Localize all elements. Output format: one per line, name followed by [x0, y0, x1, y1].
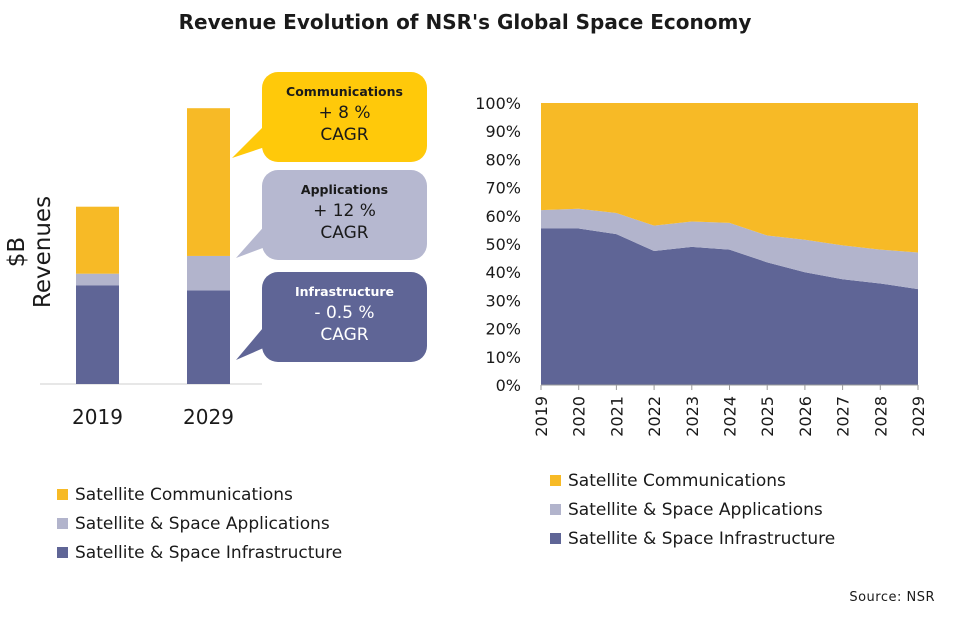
area-series	[541, 208, 918, 290]
bar-segment	[76, 273, 119, 286]
legend-swatch	[57, 547, 68, 558]
bar-segment	[76, 285, 119, 384]
legend-label: Satellite & Space Infrastructure	[75, 542, 343, 563]
bar-chart-legend: Satellite Communications Satellite & Spa…	[57, 480, 342, 567]
area-x-tick-label: 2028	[871, 396, 890, 437]
area-x-tick-label: 2020	[570, 396, 589, 437]
callout-growth: + 8 %	[318, 103, 371, 123]
callout-cagr: CAGR	[320, 223, 369, 243]
area-x-tick-label: 2025	[758, 396, 777, 437]
area-series	[541, 228, 918, 385]
callout-title: Infrastructure	[295, 284, 394, 299]
callout-cagr: CAGR	[320, 325, 369, 345]
legend-label: Satellite & Space Infrastructure	[568, 528, 836, 549]
bar-segment	[76, 206, 119, 274]
area-y-tick-label: 60%	[485, 207, 521, 226]
area-x-tick-label: 2022	[645, 396, 664, 437]
callout-title: Communications	[286, 84, 403, 99]
legend-swatch	[550, 475, 561, 486]
area-y-tick-label: 10%	[485, 348, 521, 367]
area-x-tick-label: 2029	[909, 396, 928, 437]
area-y-tick-label: 40%	[485, 263, 521, 282]
area-x-tick-label: 2027	[834, 396, 853, 437]
callout-growth: + 12 %	[313, 201, 376, 221]
callout-pointer	[232, 122, 268, 158]
area-x-tick-label: 2021	[607, 396, 626, 437]
area-y-tick-label: 20%	[485, 320, 521, 339]
callout-cagr: CAGR	[320, 125, 369, 145]
area-x-tick-label: 2023	[683, 396, 702, 437]
area-x-tick-label: 2024	[721, 396, 740, 437]
bar-x-tick-label: 2019	[72, 405, 123, 429]
bar-x-tick-label: 2029	[183, 405, 234, 429]
legend-label: Satellite & Space Applications	[75, 513, 330, 534]
legend-label: Satellite Communications	[75, 484, 293, 505]
chart-title: Revenue Evolution of NSR's Global Space …	[178, 10, 752, 34]
area-series	[541, 103, 918, 253]
area-x-tick-label: 2019	[532, 396, 551, 437]
area-y-tick-label: 0%	[496, 376, 521, 395]
legend-swatch	[57, 518, 68, 529]
legend-label: Satellite Communications	[568, 470, 786, 491]
bar-segment	[187, 108, 230, 256]
callout-pointer	[236, 322, 268, 360]
callout-growth: - 0.5 %	[314, 303, 375, 323]
communications-cagr-callout: Communications + 8 % CAGR	[262, 72, 427, 162]
legend-item: Satellite Communications	[550, 466, 835, 495]
area-chart-legend: Satellite Communications Satellite & Spa…	[550, 466, 835, 553]
applications-cagr-callout: Applications + 12 % CAGR	[262, 170, 427, 260]
callout-pointer	[236, 222, 268, 258]
area-y-tick-label: 30%	[485, 291, 521, 310]
legend-item: Satellite & Space Infrastructure	[550, 524, 835, 553]
area-x-tick-label: 2026	[796, 396, 815, 437]
legend-item: Satellite & Space Applications	[550, 495, 835, 524]
area-y-tick-label: 90%	[485, 122, 521, 141]
source-note: Source: NSR	[849, 590, 935, 605]
legend-swatch	[550, 533, 561, 544]
legend-swatch	[550, 504, 561, 515]
legend-item: Satellite Communications	[57, 480, 342, 509]
legend-item: Satellite & Space Applications	[57, 509, 342, 538]
infrastructure-cagr-callout: Infrastructure - 0.5 % CAGR	[262, 272, 427, 362]
bar-segment	[187, 255, 230, 291]
legend-label: Satellite & Space Applications	[568, 499, 823, 520]
bar-segment	[187, 290, 230, 384]
legend-swatch	[57, 489, 68, 500]
callout-title: Applications	[300, 182, 389, 197]
area-y-tick-label: 100%	[475, 94, 521, 113]
area-y-tick-label: 80%	[485, 150, 521, 169]
legend-item: Satellite & Space Infrastructure	[57, 538, 342, 567]
area-y-tick-label: 70%	[485, 179, 521, 198]
area-y-tick-label: 50%	[485, 235, 521, 254]
